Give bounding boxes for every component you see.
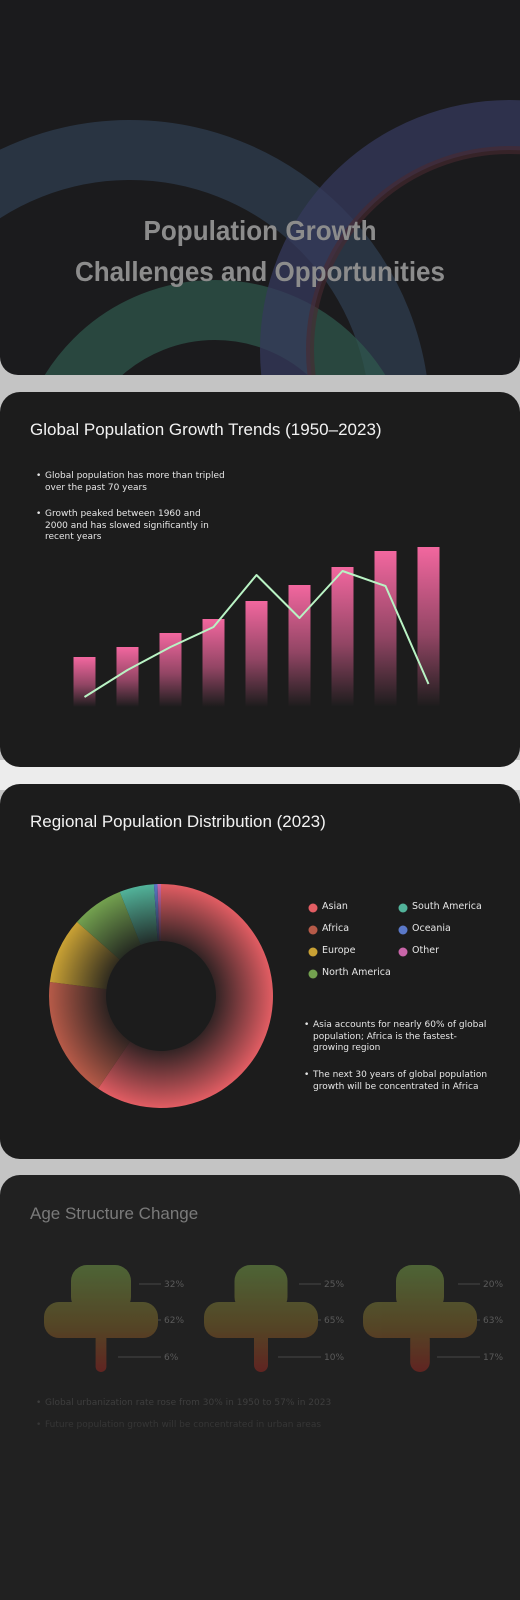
age-label: 32%: [164, 1280, 184, 1290]
card-title: Global Population Growth Trends (1950–20…: [30, 420, 382, 439]
age-label: 65%: [324, 1316, 344, 1326]
age-label: 20%: [483, 1280, 503, 1290]
age-label: 17%: [483, 1353, 503, 1363]
arc: [15, 280, 415, 375]
age-old: [410, 1330, 430, 1372]
bar: [331, 567, 354, 707]
arc: [0, 120, 430, 375]
legend-swatch: [398, 925, 408, 935]
donut-chart: [48, 883, 408, 1109]
card-title: Age Structure Change: [30, 1204, 199, 1223]
legend-label: South America: [412, 901, 482, 912]
note: Global urbanization rate rose from 30% i…: [36, 1398, 465, 1410]
trend-chart: [73, 547, 440, 707]
note: Future population growth will be concent…: [36, 1420, 465, 1432]
donut-shade: [48, 883, 274, 1109]
note: Growth peaked between 1960 and 2000 and …: [36, 509, 220, 544]
bar: [73, 657, 96, 707]
age-working: [44, 1302, 158, 1338]
age-chart: 32% 62% 6% 25% 65% 10% 20% 63% 17%: [44, 1265, 503, 1372]
age-working: [204, 1302, 318, 1338]
legend-swatch: [398, 947, 408, 957]
bar: [116, 647, 139, 707]
age-young: [234, 1265, 288, 1313]
legend-label: Africa: [322, 923, 350, 934]
hero: Population Growth Challenges and Opportu…: [0, 0, 520, 375]
legend-swatch: [308, 903, 318, 913]
hero-title: Population Growth: [144, 215, 377, 246]
legend-swatch: [308, 969, 318, 979]
legend-label: Europe: [322, 945, 356, 956]
bar: [159, 633, 182, 707]
age-shape: [204, 1265, 318, 1372]
hero-title: Challenges and Opportunities: [75, 256, 445, 287]
legend-label: North America: [322, 967, 391, 978]
legend-swatch: [308, 947, 318, 957]
note: The next 30 years of global population g…: [304, 1070, 488, 1093]
age-working: [363, 1302, 477, 1338]
card: [0, 1175, 520, 1600]
age-shape: [44, 1265, 158, 1372]
legend-label: Asian: [322, 901, 348, 912]
arc: [260, 100, 520, 375]
arc: [306, 146, 520, 375]
age-label: 25%: [324, 1280, 344, 1290]
age-young: [71, 1265, 131, 1313]
trend-line: [83, 570, 430, 698]
age-label: 63%: [483, 1316, 503, 1326]
age-old: [254, 1330, 268, 1372]
age-young: [396, 1265, 444, 1313]
legend-label: Other: [412, 945, 439, 956]
legend-swatch: [308, 925, 318, 935]
age-label: 6%: [164, 1353, 179, 1363]
note: Asia accounts for nearly 60% of global p…: [304, 1020, 488, 1055]
bar: [245, 601, 268, 707]
age-label: 62%: [164, 1316, 184, 1326]
age-old: [95, 1330, 107, 1372]
note: Global population has more than tripled …: [36, 471, 230, 494]
bar: [374, 551, 397, 707]
age-label: 10%: [324, 1353, 344, 1363]
legend-label: Oceania: [412, 923, 451, 934]
bar: [417, 547, 440, 707]
bar: [202, 619, 225, 707]
card-title: Regional Population Distribution (2023): [30, 812, 326, 831]
age-shape: [363, 1265, 477, 1372]
bar: [288, 585, 311, 707]
legend-swatch: [398, 903, 408, 913]
